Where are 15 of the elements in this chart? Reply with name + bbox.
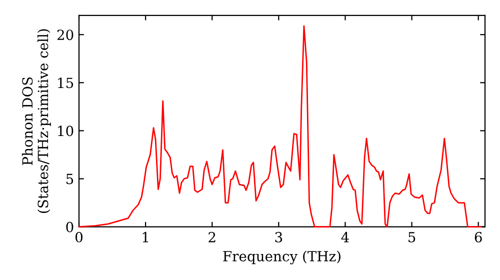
x-tick-label: 3 xyxy=(275,232,282,242)
y-tick-label: 15 xyxy=(58,78,74,88)
x-tick-label: 6 xyxy=(474,232,482,242)
y-axis-title: Phonon DOS (States/THz·primitive cell) xyxy=(22,29,51,213)
x-tick-label: 4 xyxy=(341,232,349,242)
x-tick-label: 5 xyxy=(408,232,416,242)
x-axis-title: Frequency (THz) xyxy=(223,250,340,264)
x-tick-label: 1 xyxy=(142,232,148,242)
line-series xyxy=(78,25,482,228)
y-tick-label: 20 xyxy=(57,30,74,40)
y-tick-label: 0 xyxy=(66,222,74,232)
y-tick-label: 5 xyxy=(66,174,74,184)
x-tick-label: 2 xyxy=(208,232,216,242)
y-tick-label: 10 xyxy=(58,126,74,136)
x-tick-label: 0 xyxy=(75,232,82,242)
